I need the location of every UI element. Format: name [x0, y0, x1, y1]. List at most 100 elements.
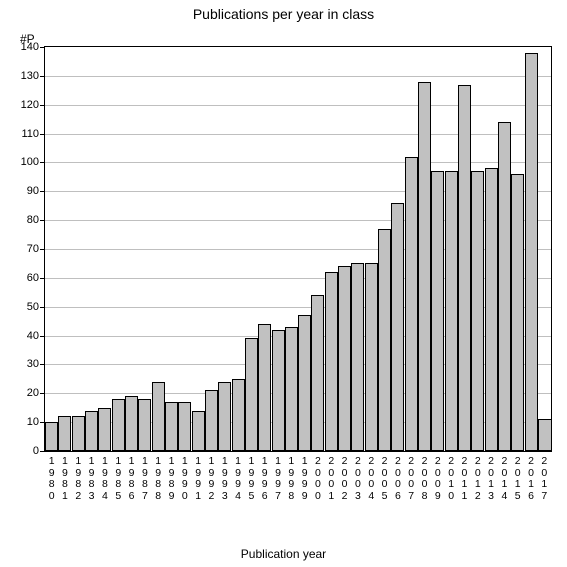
- y-tick-label: 110: [9, 128, 39, 140]
- x-tick-label: 1999: [300, 456, 310, 502]
- x-tick-label: 1992: [206, 456, 216, 502]
- y-tick-label: 140: [9, 41, 39, 53]
- bar: [272, 330, 285, 451]
- bar: [112, 399, 125, 451]
- bar: [72, 416, 85, 451]
- x-tick-label: 1985: [113, 456, 123, 502]
- y-tick-label: 100: [9, 156, 39, 168]
- x-tick-label: 2011: [459, 456, 469, 502]
- chart-title: Publications per year in class: [0, 6, 567, 22]
- bar: [58, 416, 71, 451]
- y-tick-label: 60: [9, 272, 39, 284]
- y-tick-label: 90: [9, 185, 39, 197]
- bar: [138, 399, 151, 451]
- x-tick-label: 2015: [513, 456, 523, 502]
- x-tick-label: 2008: [420, 456, 430, 502]
- x-tick-label: 1982: [73, 456, 83, 502]
- bar: [511, 174, 524, 451]
- y-tick-mark: [40, 134, 44, 135]
- bar: [218, 382, 231, 451]
- bar: [391, 203, 404, 451]
- grid-line: [45, 134, 551, 135]
- bar: [471, 171, 484, 451]
- y-tick-label: 10: [9, 416, 39, 428]
- y-tick-label: 70: [9, 243, 39, 255]
- bar: [538, 419, 551, 451]
- bar: [192, 411, 205, 451]
- bar: [365, 263, 378, 451]
- x-tick-label: 2017: [539, 456, 549, 502]
- bar: [125, 396, 138, 451]
- bar: [298, 315, 311, 451]
- y-tick-mark: [40, 364, 44, 365]
- bar: [98, 408, 111, 451]
- x-tick-label: 2010: [446, 456, 456, 502]
- bar: [378, 229, 391, 451]
- y-tick-label: 80: [9, 214, 39, 226]
- x-tick-label: 1996: [260, 456, 270, 502]
- x-tick-label: 1984: [100, 456, 110, 502]
- bar: [405, 157, 418, 451]
- grid-line: [45, 162, 551, 163]
- x-tick-label: 1998: [286, 456, 296, 502]
- x-tick-label: 1988: [153, 456, 163, 502]
- chart-container: Publications per year in class #P 010203…: [0, 0, 567, 567]
- x-tick-label: 1989: [167, 456, 177, 502]
- y-tick-label: 30: [9, 358, 39, 370]
- bar: [232, 379, 245, 451]
- bar: [325, 272, 338, 451]
- x-tick-label: 1993: [220, 456, 230, 502]
- x-tick-label: 1990: [180, 456, 190, 502]
- bar: [485, 168, 498, 451]
- y-tick-label: 120: [9, 99, 39, 111]
- bar: [178, 402, 191, 451]
- bar: [205, 390, 218, 451]
- y-tick-label: 50: [9, 301, 39, 313]
- bar: [445, 171, 458, 451]
- y-tick-mark: [40, 278, 44, 279]
- y-tick-mark: [40, 249, 44, 250]
- y-tick-mark: [40, 422, 44, 423]
- y-tick-label: 20: [9, 387, 39, 399]
- bar: [165, 402, 178, 451]
- bar: [311, 295, 324, 451]
- y-tick-mark: [40, 307, 44, 308]
- bar: [338, 266, 351, 451]
- bar: [351, 263, 364, 451]
- y-tick-mark: [40, 336, 44, 337]
- x-tick-label: 1995: [246, 456, 256, 502]
- x-tick-label: 2013: [486, 456, 496, 502]
- grid-line: [45, 105, 551, 106]
- x-tick-label: 2007: [406, 456, 416, 502]
- bar: [525, 53, 538, 451]
- x-tick-label: 2016: [526, 456, 536, 502]
- x-tick-label: 2002: [340, 456, 350, 502]
- x-tick-label: 1994: [233, 456, 243, 502]
- y-tick-mark: [40, 451, 44, 452]
- x-axis-label: Publication year: [0, 547, 567, 561]
- x-tick-label: 1980: [47, 456, 57, 502]
- x-tick-label: 2004: [366, 456, 376, 502]
- bar: [245, 338, 258, 451]
- x-tick-label: 2001: [326, 456, 336, 502]
- bar: [258, 324, 271, 451]
- y-tick-label: 130: [9, 70, 39, 82]
- grid-line: [45, 76, 551, 77]
- bar: [152, 382, 165, 451]
- bar: [85, 411, 98, 451]
- y-tick-mark: [40, 76, 44, 77]
- bar: [458, 85, 471, 451]
- x-tick-label: 2003: [353, 456, 363, 502]
- x-tick-label: 1991: [193, 456, 203, 502]
- y-tick-mark: [40, 191, 44, 192]
- x-tick-label: 1997: [273, 456, 283, 502]
- y-tick-label: 40: [9, 330, 39, 342]
- y-tick-mark: [40, 393, 44, 394]
- bar: [45, 422, 58, 451]
- y-tick-mark: [40, 162, 44, 163]
- x-tick-label: 1987: [140, 456, 150, 502]
- x-tick-label: 2000: [313, 456, 323, 502]
- x-tick-label: 1986: [127, 456, 137, 502]
- plot-area: [44, 46, 552, 452]
- x-tick-label: 2009: [433, 456, 443, 502]
